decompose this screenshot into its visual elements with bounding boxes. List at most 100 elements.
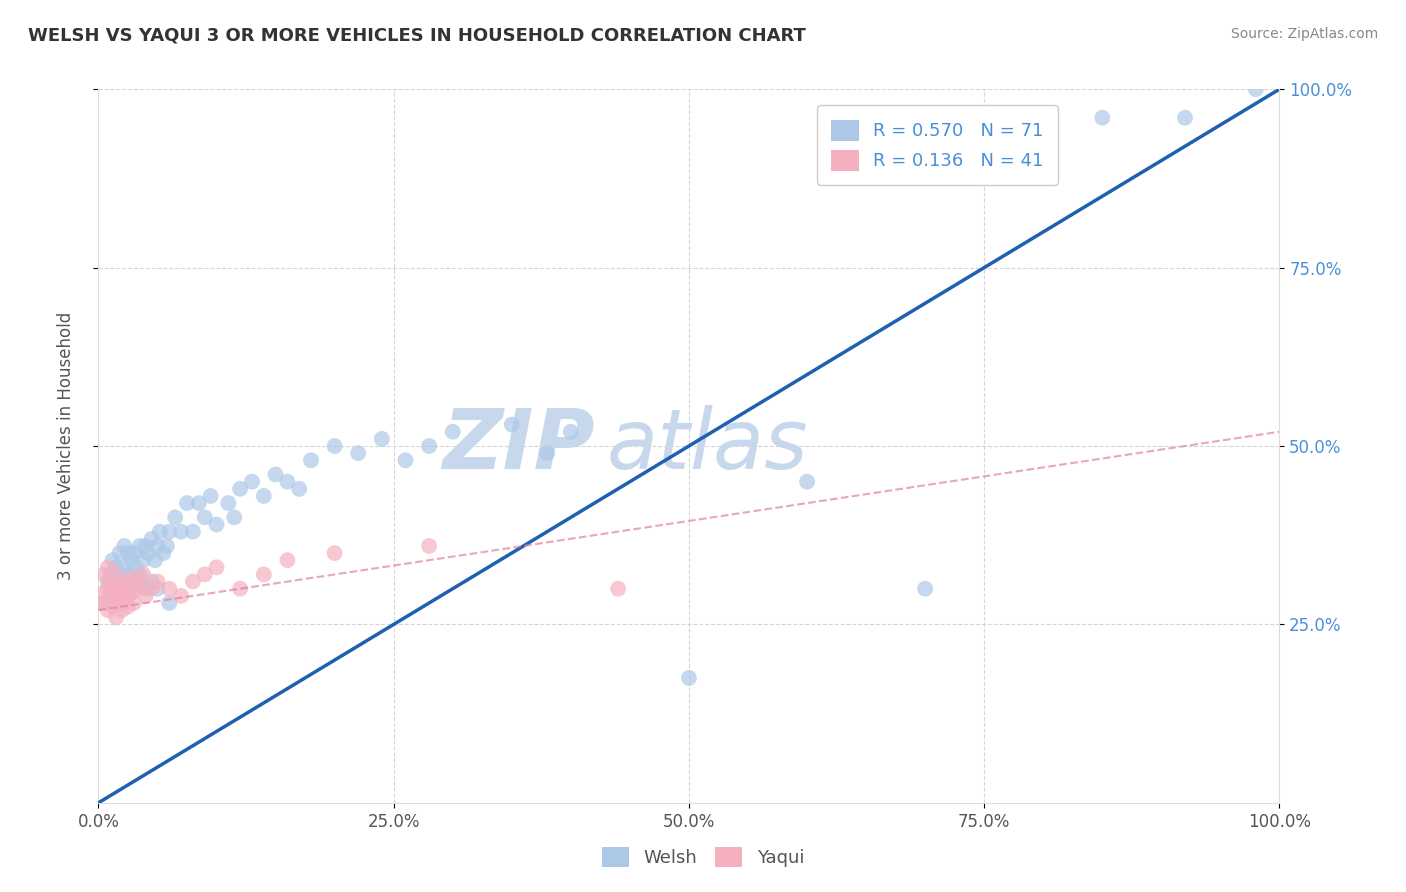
- Point: [141, 582, 163, 596]
- Point: [607, 582, 630, 596]
- Point: [501, 417, 523, 432]
- Legend: Welsh, Yaqui: Welsh, Yaqui: [595, 839, 811, 874]
- Point: [181, 524, 204, 539]
- Point: [132, 553, 155, 567]
- Point: [796, 475, 818, 489]
- Point: [101, 578, 124, 592]
- Point: [128, 574, 150, 589]
- Point: [112, 560, 135, 574]
- Point: [97, 603, 120, 617]
- Point: [121, 582, 143, 596]
- Point: [122, 596, 145, 610]
- Point: [299, 453, 322, 467]
- Point: [101, 599, 124, 614]
- Text: WELSH VS YAQUI 3 OR MORE VEHICLES IN HOUSEHOLD CORRELATION CHART: WELSH VS YAQUI 3 OR MORE VEHICLES IN HOU…: [28, 27, 806, 45]
- Point: [121, 553, 143, 567]
- Point: [276, 475, 298, 489]
- Point: [105, 589, 128, 603]
- Point: [97, 574, 120, 589]
- Point: [194, 510, 217, 524]
- Point: [105, 560, 128, 574]
- Point: [143, 553, 166, 567]
- Point: [90, 596, 112, 610]
- Point: [536, 446, 558, 460]
- Point: [108, 596, 131, 610]
- Point: [441, 425, 464, 439]
- Point: [217, 496, 239, 510]
- Point: [98, 567, 121, 582]
- Point: [146, 574, 169, 589]
- Point: [125, 560, 148, 574]
- Point: [101, 553, 124, 567]
- Point: [97, 582, 120, 596]
- Point: [157, 582, 180, 596]
- Point: [205, 560, 228, 574]
- Point: [323, 546, 346, 560]
- Point: [347, 446, 370, 460]
- Point: [105, 567, 128, 582]
- Point: [136, 546, 159, 560]
- Point: [117, 589, 139, 603]
- Point: [117, 546, 139, 560]
- Point: [111, 596, 134, 610]
- Text: ZIP: ZIP: [441, 406, 595, 486]
- Text: atlas: atlas: [606, 406, 808, 486]
- Point: [229, 482, 252, 496]
- Point: [135, 539, 157, 553]
- Point: [253, 567, 276, 582]
- Point: [394, 453, 416, 467]
- Point: [157, 596, 180, 610]
- Point: [111, 574, 134, 589]
- Point: [98, 589, 121, 603]
- Point: [371, 432, 394, 446]
- Point: [97, 560, 120, 574]
- Point: [111, 603, 134, 617]
- Point: [117, 599, 139, 614]
- Text: Source: ZipAtlas.com: Source: ZipAtlas.com: [1230, 27, 1378, 41]
- Legend: R = 0.570   N = 71, R = 0.136   N = 41: R = 0.570 N = 71, R = 0.136 N = 41: [817, 105, 1057, 185]
- Point: [122, 546, 145, 560]
- Point: [128, 567, 150, 582]
- Point: [200, 489, 222, 503]
- Point: [1244, 82, 1267, 96]
- Point: [149, 524, 172, 539]
- Point: [165, 510, 187, 524]
- Point: [187, 496, 209, 510]
- Point: [112, 592, 135, 607]
- Point: [135, 582, 157, 596]
- Y-axis label: 3 or more Vehicles in Household: 3 or more Vehicles in Household: [56, 312, 75, 580]
- Point: [170, 589, 193, 603]
- Point: [112, 574, 135, 589]
- Point: [128, 539, 150, 553]
- Point: [105, 589, 128, 603]
- Point: [117, 567, 139, 582]
- Point: [276, 553, 298, 567]
- Point: [205, 517, 228, 532]
- Point: [117, 582, 139, 596]
- Point: [93, 567, 115, 582]
- Point: [101, 582, 124, 596]
- Point: [122, 574, 145, 589]
- Point: [108, 546, 131, 560]
- Point: [323, 439, 346, 453]
- Point: [1091, 111, 1114, 125]
- Point: [146, 539, 169, 553]
- Point: [176, 496, 198, 510]
- Point: [181, 574, 204, 589]
- Point: [418, 539, 440, 553]
- Point: [253, 489, 276, 503]
- Point: [170, 524, 193, 539]
- Point: [1174, 111, 1197, 125]
- Point: [141, 574, 163, 589]
- Point: [560, 425, 582, 439]
- Point: [98, 592, 121, 607]
- Point: [678, 671, 700, 685]
- Point: [288, 482, 311, 496]
- Point: [121, 585, 143, 599]
- Point: [93, 596, 115, 610]
- Point: [108, 582, 131, 596]
- Point: [418, 439, 440, 453]
- Point: [135, 589, 157, 603]
- Point: [112, 539, 135, 553]
- Point: [157, 524, 180, 539]
